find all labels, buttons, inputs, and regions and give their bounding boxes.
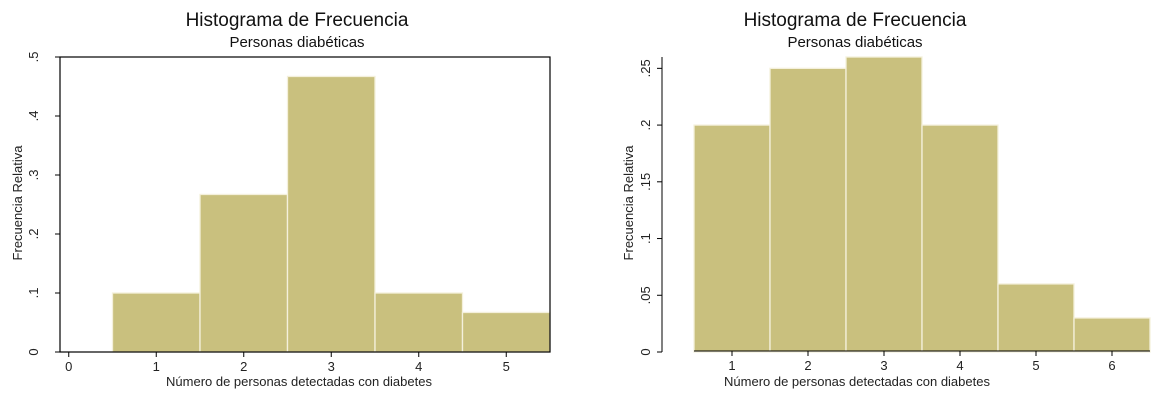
x-tick-label: 6	[1108, 358, 1115, 373]
histogram-bar	[693, 124, 771, 353]
y-tick-label: .05	[638, 286, 653, 304]
x-tick-label: 2	[240, 359, 247, 374]
x-tick-label: 4	[956, 358, 963, 373]
chart-right: Histograma de Frecuencia Personas diabét…	[577, 0, 1153, 393]
y-tick-label: .2	[638, 120, 653, 131]
x-axis-label: Número de personas detectadas con diabet…	[724, 374, 990, 389]
x-tick-label: 2	[804, 358, 811, 373]
histogram-bar	[461, 311, 551, 353]
x-tick-label: 4	[415, 359, 422, 374]
y-tick-label: .3	[26, 170, 41, 181]
x-tick-label: 5	[1032, 358, 1039, 373]
y-tick-label: .4	[26, 111, 41, 122]
x-tick-label: 0	[65, 359, 72, 374]
histogram-bar	[111, 292, 201, 353]
y-axis-label: Frecuencia Relativa	[621, 145, 636, 261]
y-tick-label: 0	[638, 348, 653, 355]
y-tick-label: .1	[26, 288, 41, 299]
y-axis-label: Frecuencia Relativa	[10, 145, 25, 261]
histogram-bar	[921, 124, 999, 353]
chart-title: Histograma de Frecuencia	[744, 10, 967, 31]
histogram-bar	[997, 283, 1075, 353]
histogram-right-svg: Histograma de Frecuencia Personas diabét…	[621, 10, 1151, 389]
y-tick-label: .5	[26, 52, 41, 63]
x-tick-label: 3	[328, 359, 335, 374]
chart-left: Histograma de Frecuencia Personas diabét…	[0, 0, 576, 393]
histogram-bar	[199, 193, 289, 353]
x-tick-label: 1	[153, 359, 160, 374]
histogram-bar	[374, 292, 464, 353]
chart-subtitle: Personas diabéticas	[787, 34, 922, 51]
plot-frame	[59, 56, 551, 353]
histogram-bar	[845, 56, 923, 353]
chart-title: Histograma de Frecuencia	[186, 10, 409, 31]
histogram-bar	[1073, 317, 1151, 353]
y-tick-label: .15	[638, 173, 653, 191]
histogram-bar	[769, 67, 847, 353]
histogram-bar	[286, 75, 376, 353]
chart-subtitle: Personas diabéticas	[229, 34, 364, 51]
x-tick-label: 5	[503, 359, 510, 374]
histogram-left-svg: Histograma de Frecuencia Personas diabét…	[10, 10, 551, 389]
x-tick-label: 3	[880, 358, 887, 373]
x-tick-label: 1	[728, 358, 735, 373]
y-tick-label: .25	[638, 59, 653, 77]
y-tick-label: .1	[638, 233, 653, 244]
y-tick-label: 0	[26, 348, 41, 355]
x-axis-label: Número de personas detectadas con diabet…	[166, 374, 432, 389]
y-tick-label: .2	[26, 229, 41, 240]
